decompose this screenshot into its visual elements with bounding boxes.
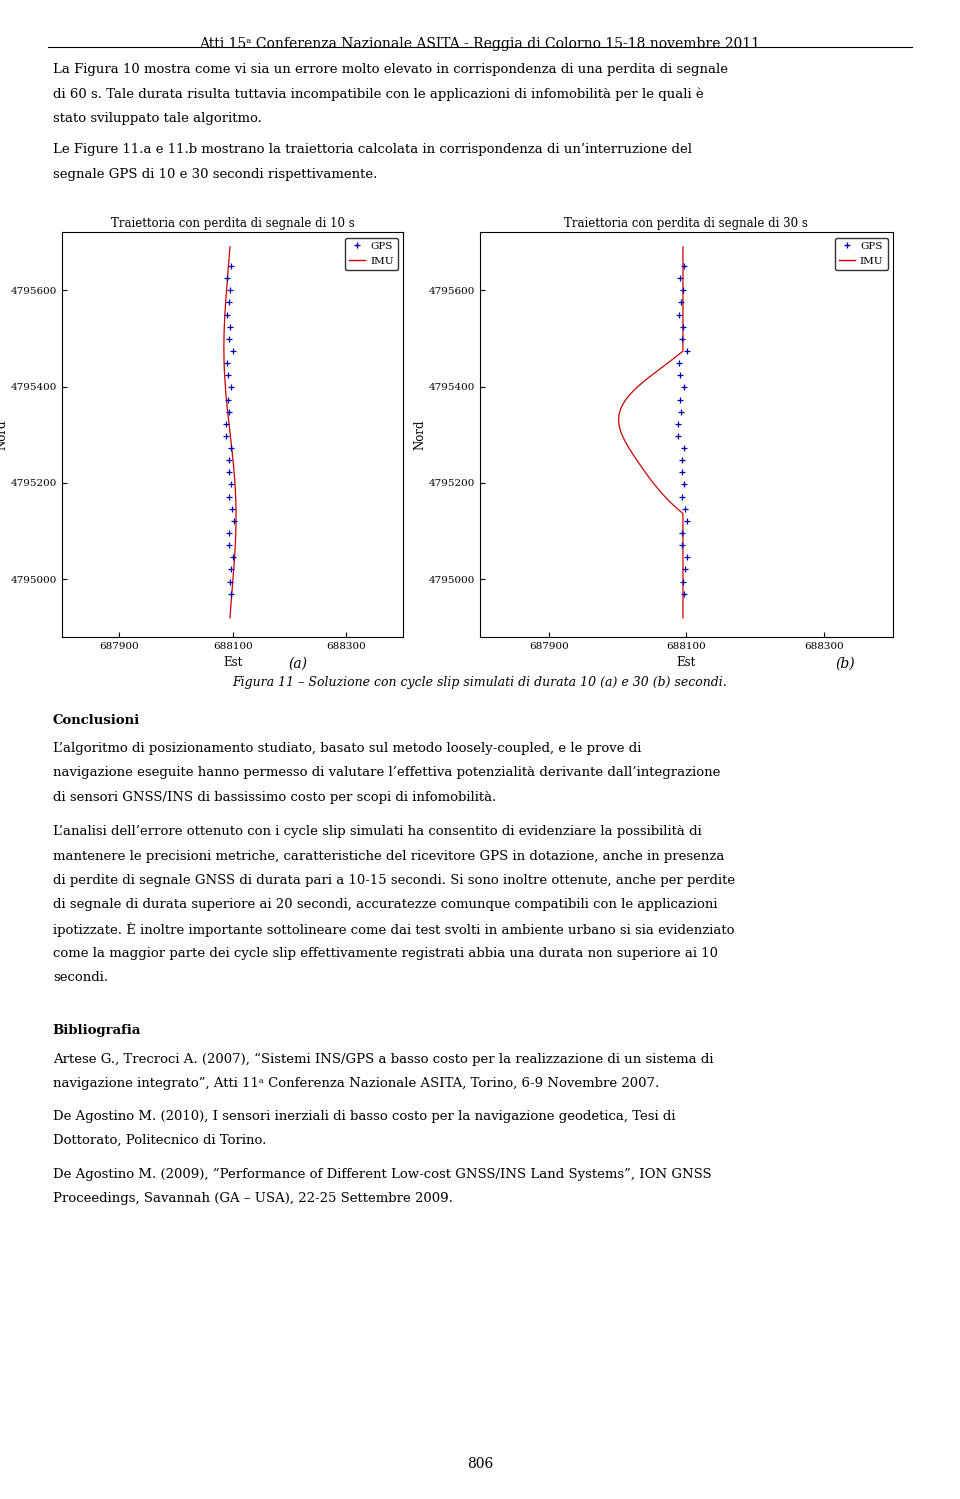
Text: Proceedings, Savannah (GA – USA), 22-25 Settembre 2009.: Proceedings, Savannah (GA – USA), 22-25 …: [53, 1192, 453, 1205]
Text: Bibliografia: Bibliografia: [53, 1024, 141, 1037]
Y-axis label: Nord: Nord: [413, 420, 426, 450]
Text: Figura 11 – Soluzione con cycle slip simulati di durata 10 (a) e 30 (b) secondi.: Figura 11 – Soluzione con cycle slip sim…: [232, 676, 728, 690]
X-axis label: Est: Est: [677, 657, 696, 670]
Text: L’analisi dell’errore ottenuto con i cycle slip simulati ha consentito di eviden: L’analisi dell’errore ottenuto con i cyc…: [53, 826, 702, 838]
Text: De Agostino M. (2010), I sensori inerziali di basso costo per la navigazione geo: De Agostino M. (2010), I sensori inerzia…: [53, 1109, 675, 1123]
Text: ipotizzate. È inoltre importante sottolineare come dai test svolti in ambiente u: ipotizzate. È inoltre importante sottoli…: [53, 922, 734, 937]
Text: di perdite di segnale GNSS di durata pari a 10-15 secondi. Si sono inoltre otten: di perdite di segnale GNSS di durata par…: [53, 874, 735, 887]
X-axis label: Est: Est: [223, 657, 243, 670]
Text: 806: 806: [467, 1457, 493, 1471]
Text: Dottorato, Politecnico di Torino.: Dottorato, Politecnico di Torino.: [53, 1135, 266, 1147]
Text: di segnale di durata superiore ai 20 secondi, accuratezze comunque compatibili c: di segnale di durata superiore ai 20 sec…: [53, 898, 717, 911]
Text: stato sviluppato tale algoritmo.: stato sviluppato tale algoritmo.: [53, 111, 262, 124]
Text: (b): (b): [835, 657, 854, 670]
Title: Traiettoria con perdita di segnale di 10 s: Traiettoria con perdita di segnale di 10…: [111, 217, 354, 229]
Text: Artese G., Trecroci A. (2007), “Sistemi INS/GPS a basso costo per la realizzazio: Artese G., Trecroci A. (2007), “Sistemi …: [53, 1052, 713, 1066]
Title: Traiettoria con perdita di segnale di 30 s: Traiettoria con perdita di segnale di 30…: [564, 217, 808, 229]
Text: di sensori GNSS/INS di bassissimo costo per scopi di infomobilità.: di sensori GNSS/INS di bassissimo costo …: [53, 790, 496, 803]
Text: segnale GPS di 10 e 30 secondi rispettivamente.: segnale GPS di 10 e 30 secondi rispettiv…: [53, 168, 377, 180]
Text: L’algoritmo di posizionamento studiato, basato sul metodo loosely-coupled, e le : L’algoritmo di posizionamento studiato, …: [53, 742, 641, 755]
Text: De Agostino M. (2009), “Performance of Different Low-cost GNSS/INS Land Systems”: De Agostino M. (2009), “Performance of D…: [53, 1168, 711, 1181]
Text: mantenere le precisioni metriche, caratteristiche del ricevitore GPS in dotazion: mantenere le precisioni metriche, caratt…: [53, 850, 724, 862]
Text: come la maggior parte dei cycle slip effettivamente registrati abbia una durata : come la maggior parte dei cycle slip eff…: [53, 947, 718, 959]
Legend: GPS, IMU: GPS, IMU: [835, 237, 888, 270]
Y-axis label: Nord: Nord: [0, 420, 9, 450]
Text: La Figura 10 mostra come vi sia un errore molto elevato in corrispondenza di una: La Figura 10 mostra come vi sia un error…: [53, 63, 728, 76]
Text: (a): (a): [288, 657, 307, 670]
Text: Conclusioni: Conclusioni: [53, 714, 140, 727]
Legend: GPS, IMU: GPS, IMU: [346, 237, 398, 270]
Text: navigazione integrato”, Atti 11ᵃ Conferenza Nazionale ASITA, Torino, 6-9 Novembr: navigazione integrato”, Atti 11ᵃ Confere…: [53, 1076, 660, 1090]
Text: Atti 15ᵃ Conferenza Nazionale ASITA - Reggia di Colorno 15-18 novembre 2011: Atti 15ᵃ Conferenza Nazionale ASITA - Re…: [200, 37, 760, 51]
Text: di 60 s. Tale durata risulta tuttavia incompatibile con le applicazioni di infom: di 60 s. Tale durata risulta tuttavia in…: [53, 87, 704, 100]
Text: navigazione eseguite hanno permesso di valutare l’effettiva potenzialità derivan: navigazione eseguite hanno permesso di v…: [53, 766, 720, 779]
Text: secondi.: secondi.: [53, 971, 108, 983]
Text: Le Figure 11.a e 11.b mostrano la traiettoria calcolata in corrispondenza di un’: Le Figure 11.a e 11.b mostrano la traiet…: [53, 144, 692, 156]
